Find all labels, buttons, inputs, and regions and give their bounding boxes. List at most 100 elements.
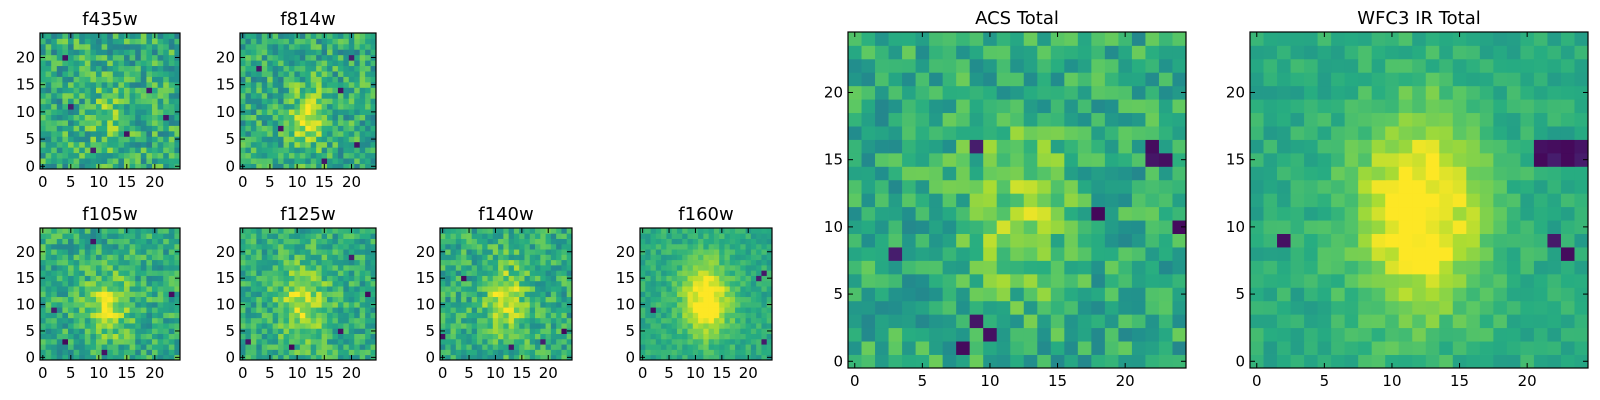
heatmap-cell: [40, 270, 46, 276]
heatmap-cell: [1277, 354, 1291, 369]
heatmap-cell: [1077, 247, 1092, 261]
heatmap-cell: [305, 264, 312, 271]
heatmap-cell: [294, 98, 301, 105]
heatmap-cell: [645, 275, 651, 282]
heatmap-cell: [157, 301, 164, 308]
heatmap-cell: [471, 354, 478, 361]
heatmap-cell: [140, 60, 147, 67]
heatmap-cell: [348, 98, 355, 105]
heatmap-cell: [168, 49, 175, 56]
heatmap-cell: [740, 286, 746, 292]
heatmap-cell: [124, 296, 130, 303]
heatmap-cell: [135, 49, 142, 56]
heatmap-cell: [337, 136, 344, 143]
heatmap-cell: [445, 323, 451, 329]
heatmap-cell: [79, 65, 86, 72]
heatmap-cell: [848, 220, 862, 234]
heatmap-cell: [1560, 247, 1575, 261]
heatmap-cell: [929, 166, 944, 181]
heatmap-cell: [56, 307, 63, 313]
heatmap-cell: [261, 158, 268, 164]
heatmap-cell: [267, 76, 274, 83]
heatmap-cell: [107, 317, 114, 324]
heatmap-cell: [348, 291, 355, 298]
heatmap-cell: [1344, 300, 1359, 315]
heatmap-cell: [174, 120, 181, 126]
heatmap-cell: [524, 275, 531, 282]
heatmap-cell: [316, 296, 322, 303]
heatmap-cell: [101, 141, 108, 148]
heatmap-cell: [365, 163, 371, 170]
heatmap-cell: [40, 38, 46, 45]
heatmap-cell: [96, 152, 102, 159]
heatmap-cell: [942, 247, 957, 261]
heatmap-cell: [1064, 126, 1079, 140]
heatmap-cell: [56, 233, 63, 239]
heatmap-cell: [68, 38, 74, 45]
heatmap-cell: [337, 163, 344, 170]
heatmap-cell: [272, 354, 279, 361]
heatmap-cell: [1520, 193, 1535, 208]
heatmap-cell: [1331, 179, 1346, 194]
heatmap-cell: [761, 338, 768, 345]
heatmap-cell: [288, 323, 295, 329]
heatmap-cell: [45, 103, 52, 110]
heatmap-cell: [556, 307, 562, 313]
heatmap-cell: [1439, 233, 1454, 248]
heatmap-cell: [124, 328, 130, 334]
heatmap-cell: [135, 60, 142, 67]
heatmap-cell: [354, 125, 361, 132]
heatmap-cell: [482, 301, 488, 308]
heatmap-cell: [140, 163, 147, 170]
heatmap-cell: [540, 233, 546, 239]
heatmap-cell: [524, 317, 531, 324]
heatmap-cell: [487, 280, 494, 287]
heatmap-cell: [56, 120, 63, 126]
heatmap-cell: [168, 147, 175, 154]
heatmap-cell: [487, 328, 494, 334]
heatmap-cell: [929, 273, 944, 288]
heatmap-cell: [288, 233, 295, 239]
heatmap-cell: [310, 228, 317, 234]
heatmap-cell: [278, 333, 284, 340]
heatmap-cell: [1358, 354, 1373, 369]
y-tick-label: 15: [824, 151, 843, 169]
heatmap-cell: [107, 238, 114, 245]
heatmap-cell: [983, 220, 998, 234]
heatmap-cell: [294, 270, 301, 276]
heatmap-cell: [112, 81, 119, 88]
heatmap-cell: [245, 344, 252, 350]
heatmap-cell: [1104, 99, 1119, 114]
heatmap-cell: [332, 249, 339, 255]
heatmap-cell: [163, 81, 170, 88]
heatmap-cell: [84, 60, 91, 67]
heatmap-cell: [698, 233, 704, 239]
heatmap-cell: [861, 139, 876, 154]
heatmap-cell: [327, 147, 333, 154]
heatmap-cell: [1131, 72, 1146, 87]
heatmap-cell: [73, 338, 80, 345]
heatmap-cell: [370, 125, 377, 132]
heatmap-cell: [450, 317, 457, 324]
heatmap-cell: [256, 109, 263, 115]
heatmap-cell: [666, 323, 673, 329]
heatmap-cell: [305, 103, 312, 110]
heatmap-cell: [519, 333, 525, 340]
heatmap-cell: [1304, 206, 1318, 221]
heatmap-cell: [348, 270, 355, 276]
heatmap-cell: [1131, 273, 1146, 288]
heatmap-cell: [174, 49, 181, 56]
heatmap-cell: [1104, 72, 1119, 87]
heatmap-cell: [445, 228, 451, 234]
heatmap-cell: [90, 323, 97, 329]
heatmap-cell: [1250, 193, 1264, 208]
heatmap-cell: [129, 43, 136, 50]
heatmap-cell: [51, 291, 58, 298]
heatmap-cell: [1010, 341, 1025, 355]
heatmap-cell: [272, 147, 279, 154]
heatmap-cell: [875, 327, 889, 342]
heatmap-cell: [62, 141, 69, 148]
heatmap-cell: [440, 338, 446, 345]
heatmap-cell: [450, 338, 457, 345]
heatmap-cell: [1398, 220, 1413, 234]
